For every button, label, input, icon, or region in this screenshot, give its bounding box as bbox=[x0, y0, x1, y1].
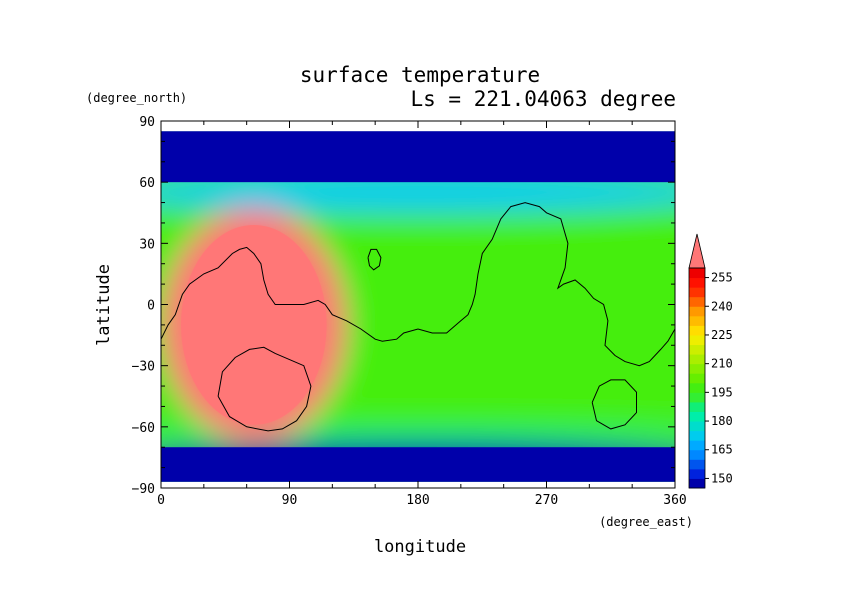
colorbar-tick-label: 240 bbox=[711, 299, 733, 313]
colorbar-tick-label: 165 bbox=[711, 443, 733, 457]
contour-line-3 bbox=[367, 248, 382, 271]
colorbar-box bbox=[689, 382, 705, 393]
field-region-north-band bbox=[161, 171, 675, 213]
colorbar-tick-label: 225 bbox=[711, 328, 733, 342]
y-tick-label: −30 bbox=[132, 360, 155, 375]
colorbar-box bbox=[689, 468, 705, 479]
colorbar-box bbox=[689, 430, 705, 441]
colorbar-extend-triangle bbox=[688, 233, 706, 269]
colorbar-tick-label: 180 bbox=[711, 414, 733, 428]
chart-subtitle: Ls = 221.04063 degree bbox=[410, 87, 676, 111]
y-tick-label: 60 bbox=[139, 176, 155, 191]
y-tick-label: −60 bbox=[132, 421, 155, 436]
colorbar-box bbox=[689, 478, 705, 489]
field-region-south-edge bbox=[161, 426, 675, 444]
contour-line-2 bbox=[591, 379, 637, 430]
colorbar-box bbox=[689, 440, 705, 451]
colorbar-box bbox=[689, 373, 705, 384]
colorbar-box bbox=[689, 344, 705, 355]
colorbar-box bbox=[689, 363, 705, 374]
contour-lines bbox=[160, 202, 676, 432]
contour-line-0 bbox=[160, 202, 676, 367]
colorbar-tick-label: 150 bbox=[711, 471, 733, 485]
x-unit-label: (degree_east) bbox=[599, 515, 693, 529]
colorbar-box bbox=[689, 287, 705, 298]
x-tick-label: 0 bbox=[157, 493, 165, 508]
colorbar-tick-label: 195 bbox=[711, 385, 733, 399]
colorbar-box bbox=[689, 315, 705, 326]
colorbar-box bbox=[689, 334, 705, 346]
contour-line-1 bbox=[217, 346, 312, 432]
colorbar-tick-label: 255 bbox=[711, 271, 733, 285]
colorbar-box bbox=[689, 459, 705, 470]
colorbar-box bbox=[689, 325, 705, 336]
colorbar-box bbox=[689, 306, 705, 317]
colorbar-box bbox=[689, 421, 705, 432]
y-tick-label: 0 bbox=[147, 299, 155, 314]
y-axis-label: latitude bbox=[94, 264, 114, 346]
field-core-hotspot bbox=[180, 224, 327, 425]
colorbar-frame bbox=[688, 267, 706, 489]
chart-title: surface temperature bbox=[300, 63, 540, 87]
temperature-field bbox=[161, 131, 675, 482]
y-tick-label: 90 bbox=[139, 115, 155, 130]
colorbar-box bbox=[689, 449, 705, 460]
y-unit-label: (degree_north) bbox=[86, 91, 187, 105]
x-tick-label: 360 bbox=[663, 493, 686, 508]
axes: 0 90 180 270 360 90 60 30 0 −30 −60 −90 bbox=[132, 115, 687, 508]
x-axis-label: longitude bbox=[374, 537, 466, 557]
y-tick-label: 30 bbox=[139, 237, 155, 252]
x-tick-label: 90 bbox=[282, 493, 298, 508]
x-tick-label: 180 bbox=[406, 493, 429, 508]
colorbar-box bbox=[689, 296, 705, 307]
colorbar-box bbox=[689, 401, 705, 412]
colorbar-box bbox=[689, 411, 705, 422]
colorbar-tick-label: 210 bbox=[711, 357, 733, 371]
y-tick-label: −90 bbox=[132, 482, 155, 497]
colorbar-box bbox=[689, 354, 705, 365]
colorbar-box bbox=[689, 277, 705, 288]
field-core-north bbox=[161, 131, 675, 183]
colorbar-box bbox=[689, 268, 705, 279]
field-core-south bbox=[161, 447, 675, 482]
x-tick-label: 270 bbox=[535, 493, 558, 508]
colorbar: 150 165 180 195 210 225 240 255 bbox=[688, 233, 733, 489]
colorbar-box bbox=[689, 392, 705, 403]
